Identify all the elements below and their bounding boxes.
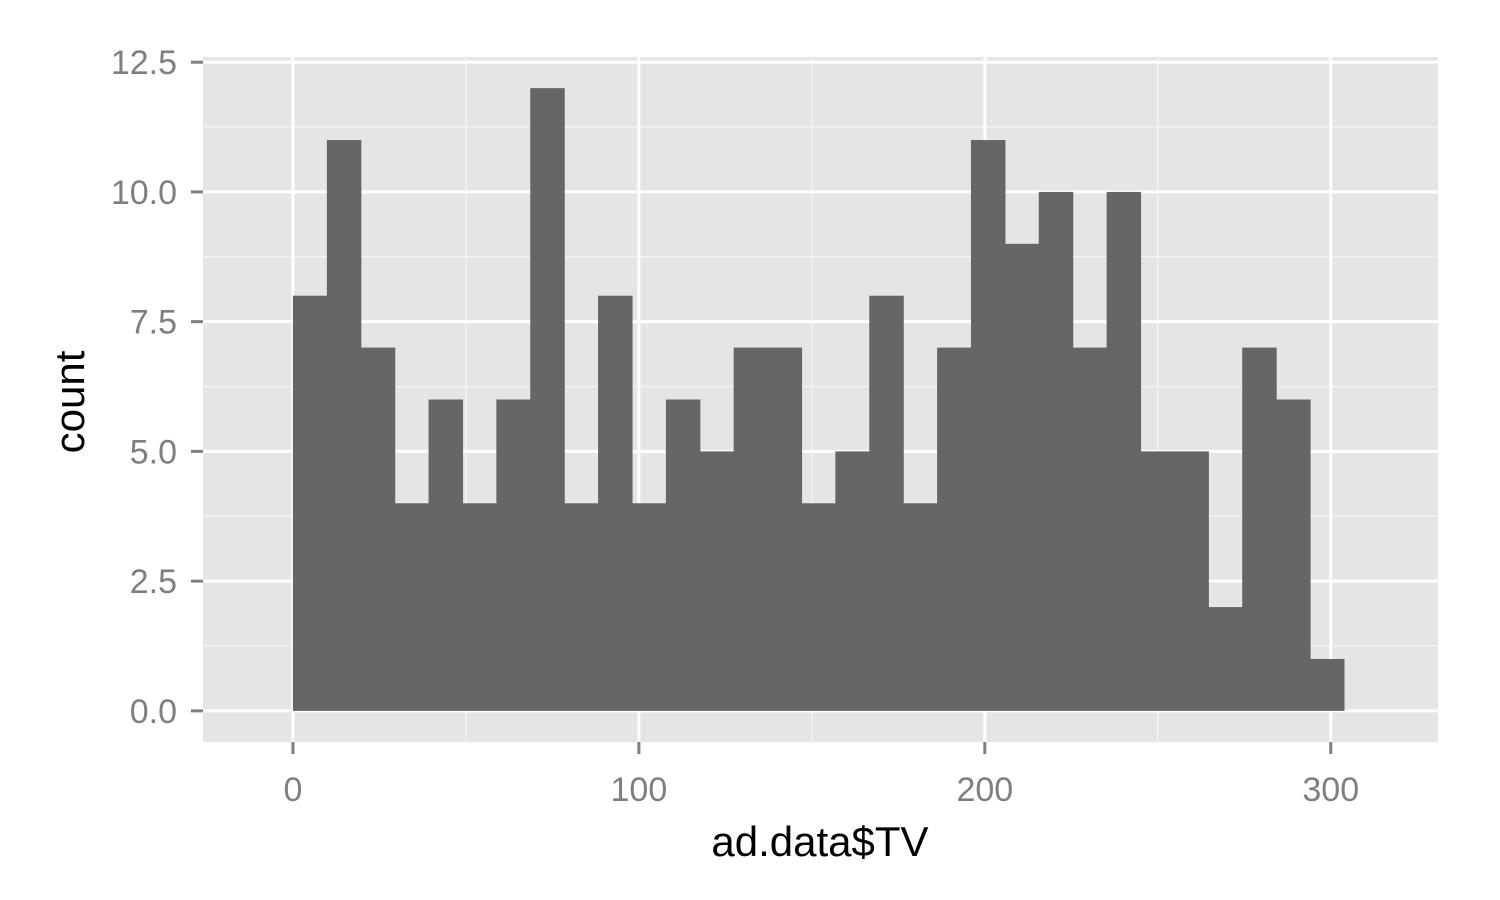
histogram-bar — [970, 140, 1006, 711]
histogram-bar — [564, 503, 599, 711]
histogram-bar — [1004, 243, 1040, 711]
x-axis-title: ad.data$TV — [711, 818, 928, 865]
histogram-bar — [801, 503, 836, 711]
histogram-bar — [1242, 347, 1277, 711]
histogram-bar — [360, 347, 396, 711]
y-axis-title: count — [46, 350, 93, 453]
histogram-bar — [1276, 399, 1311, 711]
x-tick-label: 0 — [283, 771, 302, 809]
y-tick-label: 12.5 — [111, 44, 177, 82]
histogram-bar — [598, 295, 633, 711]
histogram-bar — [767, 347, 803, 711]
histogram-bar — [631, 503, 667, 711]
histogram-bar — [937, 347, 972, 711]
histogram-bar — [699, 451, 735, 711]
histogram-bar — [1038, 191, 1074, 711]
histogram-bar — [903, 503, 938, 711]
histogram-bar — [530, 88, 565, 711]
y-tick-label: 5.0 — [130, 433, 177, 471]
histogram-bar — [462, 503, 497, 711]
x-tick-label: 300 — [1302, 771, 1359, 809]
histogram-bar — [1310, 658, 1345, 711]
histogram-bar — [1106, 191, 1142, 711]
histogram-bars — [292, 88, 1345, 711]
histogram-bar — [869, 295, 904, 711]
x-tick-label: 100 — [611, 771, 668, 809]
y-tick-label: 10.0 — [111, 174, 177, 212]
y-tick-label: 2.5 — [130, 563, 177, 601]
x-tick-label: 200 — [956, 771, 1013, 809]
y-tick-label: 0.0 — [130, 693, 177, 731]
x-axis: 0 100 200 300 — [283, 742, 1359, 809]
y-tick-label: 7.5 — [130, 304, 177, 342]
histogram-bar — [428, 399, 464, 711]
histogram-bar — [665, 399, 701, 711]
histogram-bar — [835, 451, 870, 711]
histogram-bar — [1174, 451, 1209, 711]
histogram-bar — [1072, 347, 1108, 711]
histogram-bar — [1140, 451, 1175, 711]
histogram-bar — [292, 295, 328, 711]
y-axis: 0.0 2.5 5.0 7.5 10.0 12.5 — [111, 44, 203, 731]
histogram-bar — [733, 347, 769, 711]
histogram-bar — [326, 140, 362, 711]
histogram-bar — [496, 399, 531, 711]
histogram-bar — [1208, 607, 1243, 711]
histogram-bar — [394, 503, 430, 711]
